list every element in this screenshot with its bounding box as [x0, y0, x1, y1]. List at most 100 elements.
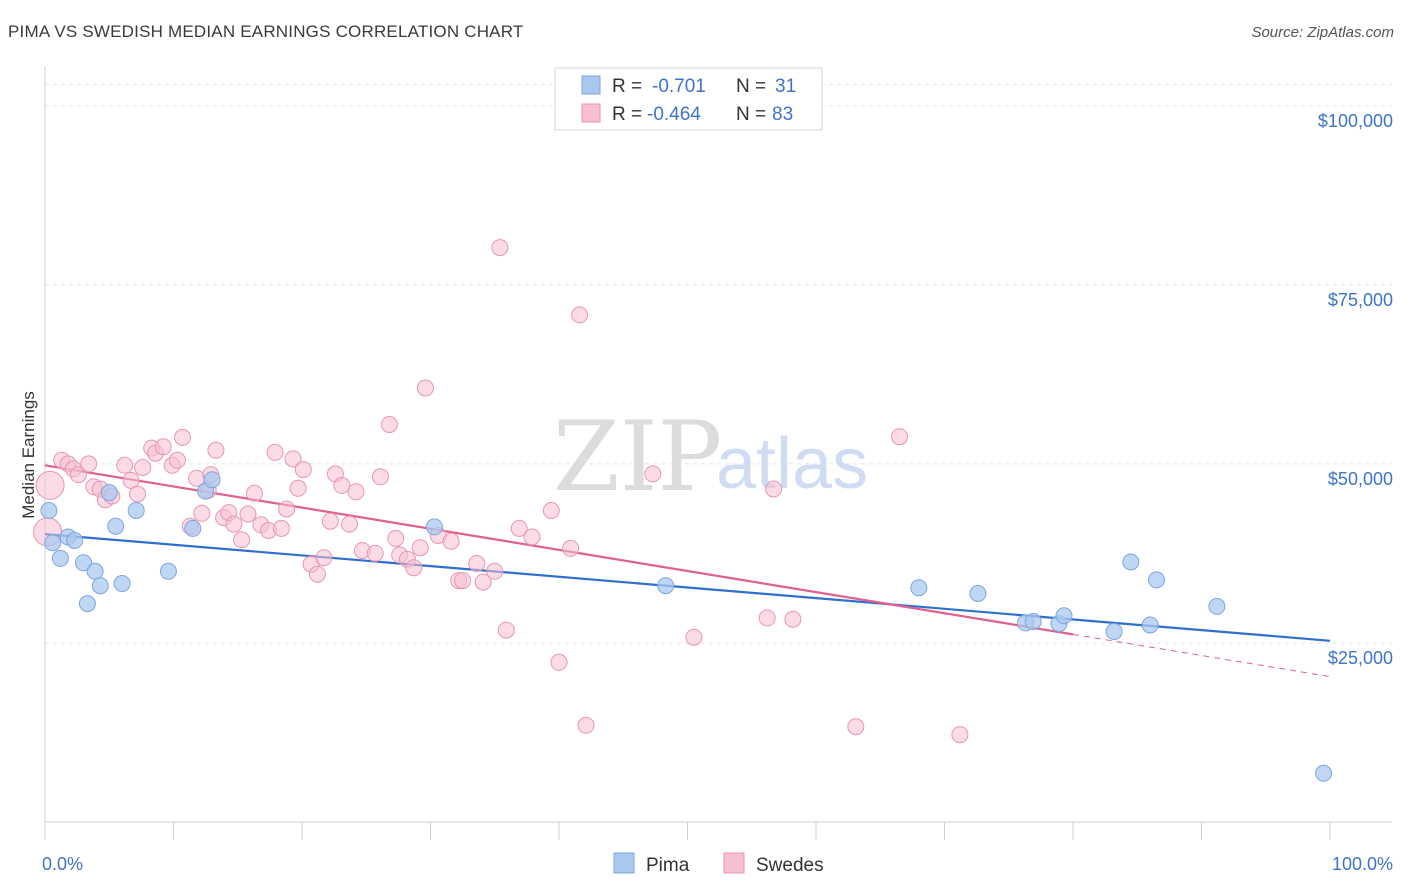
x-tick-label: 0.0% — [42, 854, 83, 874]
legend-n-label-pima: N = — [736, 76, 766, 97]
swedes-point — [35, 470, 65, 500]
legend-r-label-pima: R = — [612, 76, 642, 97]
swedes-point — [315, 549, 333, 567]
legend-n-value-swedes: 83 — [772, 104, 793, 125]
swedes-point — [116, 456, 134, 474]
grid-lines — [45, 83, 1392, 644]
swedes-point — [284, 450, 302, 468]
bottom-legend-label-swedes: Swedes — [756, 855, 824, 876]
swedes-point — [411, 539, 429, 557]
y-axis-label: Median Earnings — [19, 391, 38, 519]
pima-point — [1122, 553, 1140, 571]
swedes-point — [497, 621, 515, 639]
swedes-point — [174, 428, 191, 446]
pima-point — [40, 502, 58, 519]
swedes-point — [847, 718, 865, 736]
swedes-point — [168, 451, 186, 469]
pima-point — [1208, 597, 1226, 615]
pima-point — [910, 579, 928, 597]
swedes-point — [387, 529, 405, 547]
swedes-point — [454, 572, 472, 590]
pima-point — [51, 549, 69, 567]
y-tick-label: $25,000 — [1328, 648, 1393, 668]
pima-point — [127, 502, 145, 519]
swedes-point — [405, 559, 423, 577]
bottom-legend-swatch-swedes — [723, 852, 745, 874]
swedes-point — [347, 483, 365, 501]
swedes-point — [891, 428, 908, 446]
swedes-point — [129, 485, 146, 503]
swedes-point — [491, 239, 509, 257]
legend-r-label-swedes: R = — [612, 104, 642, 125]
swedes-point — [523, 528, 541, 546]
pima-point — [1315, 764, 1333, 782]
swedes-point — [134, 459, 152, 476]
swedes-point — [266, 443, 284, 461]
legend-n-label-swedes: N = — [736, 104, 766, 125]
pima-point — [184, 519, 202, 537]
series-legend: Pima Swedes — [613, 852, 824, 876]
swedes-point — [333, 476, 351, 494]
swedes-point — [294, 461, 312, 479]
pima-point — [75, 554, 92, 572]
swedes-trend-extension — [1072, 633, 1331, 678]
pima-point — [113, 575, 131, 592]
pima-point — [86, 562, 104, 580]
swedes-point — [468, 555, 486, 572]
legend-r-value-swedes: -0.464 — [647, 104, 701, 125]
pima-point — [44, 534, 62, 552]
pima-point — [66, 532, 84, 549]
pima-point — [969, 585, 987, 602]
pima-point — [1141, 616, 1159, 634]
swedes-point — [644, 465, 662, 483]
pima-point — [91, 577, 109, 595]
pima-trend-line — [44, 532, 1331, 642]
swedes-point — [80, 455, 98, 473]
watermark-zip: ZIP — [553, 401, 722, 513]
swedes-point — [225, 515, 243, 533]
swedes-point — [371, 468, 389, 486]
pima-point — [159, 562, 177, 580]
pima-point — [1055, 607, 1073, 625]
y-tick-label: $50,000 — [1328, 469, 1393, 489]
swedes-point — [550, 653, 568, 671]
y-tick-label: $75,000 — [1328, 290, 1393, 310]
swedes-point — [765, 480, 783, 498]
legend-swatch-swedes — [581, 103, 601, 123]
swedes-point — [69, 466, 87, 484]
swedes-point — [207, 441, 225, 459]
swedes-point — [685, 628, 703, 646]
tick-labels: $25,000 $50,000 $75,000 $100,000 0.0% 100.0% — [42, 111, 1393, 874]
bottom-legend-label-pima: Pima — [646, 855, 690, 876]
swedes-point — [784, 610, 802, 628]
swedes-point — [416, 379, 434, 397]
swedes-point — [474, 573, 492, 591]
chart-title: PIMA VS SWEDISH MEDIAN EARNINGS CORRELAT… — [8, 22, 524, 41]
swedes-point — [380, 416, 398, 433]
swedes-point — [239, 505, 257, 523]
swedes-point — [272, 519, 290, 537]
watermark: ZIP atlas — [553, 401, 868, 513]
swedes-point — [510, 519, 528, 537]
legend-swatch-pima — [581, 75, 601, 95]
swedes-point — [758, 609, 776, 627]
swedes-point — [486, 562, 504, 580]
trend-lines — [44, 464, 1331, 678]
swedes-point — [122, 471, 140, 489]
legend-n-value-pima: 31 — [775, 76, 796, 97]
pima-point — [100, 484, 118, 502]
swedes-point — [442, 532, 460, 550]
swedes-point — [366, 544, 384, 562]
pima-point — [1105, 623, 1123, 640]
legend-r-value-pima: -0.701 — [652, 76, 706, 97]
pima-point — [203, 471, 221, 489]
x-tick-label: 100.0% — [1332, 854, 1393, 874]
y-tick-label: $100,000 — [1318, 111, 1393, 131]
swedes-point — [154, 438, 172, 456]
swedes-point — [571, 306, 589, 324]
pima-point — [78, 595, 96, 613]
swedes-point — [193, 504, 211, 522]
pima-point — [1024, 613, 1042, 630]
swedes-point — [289, 479, 307, 497]
